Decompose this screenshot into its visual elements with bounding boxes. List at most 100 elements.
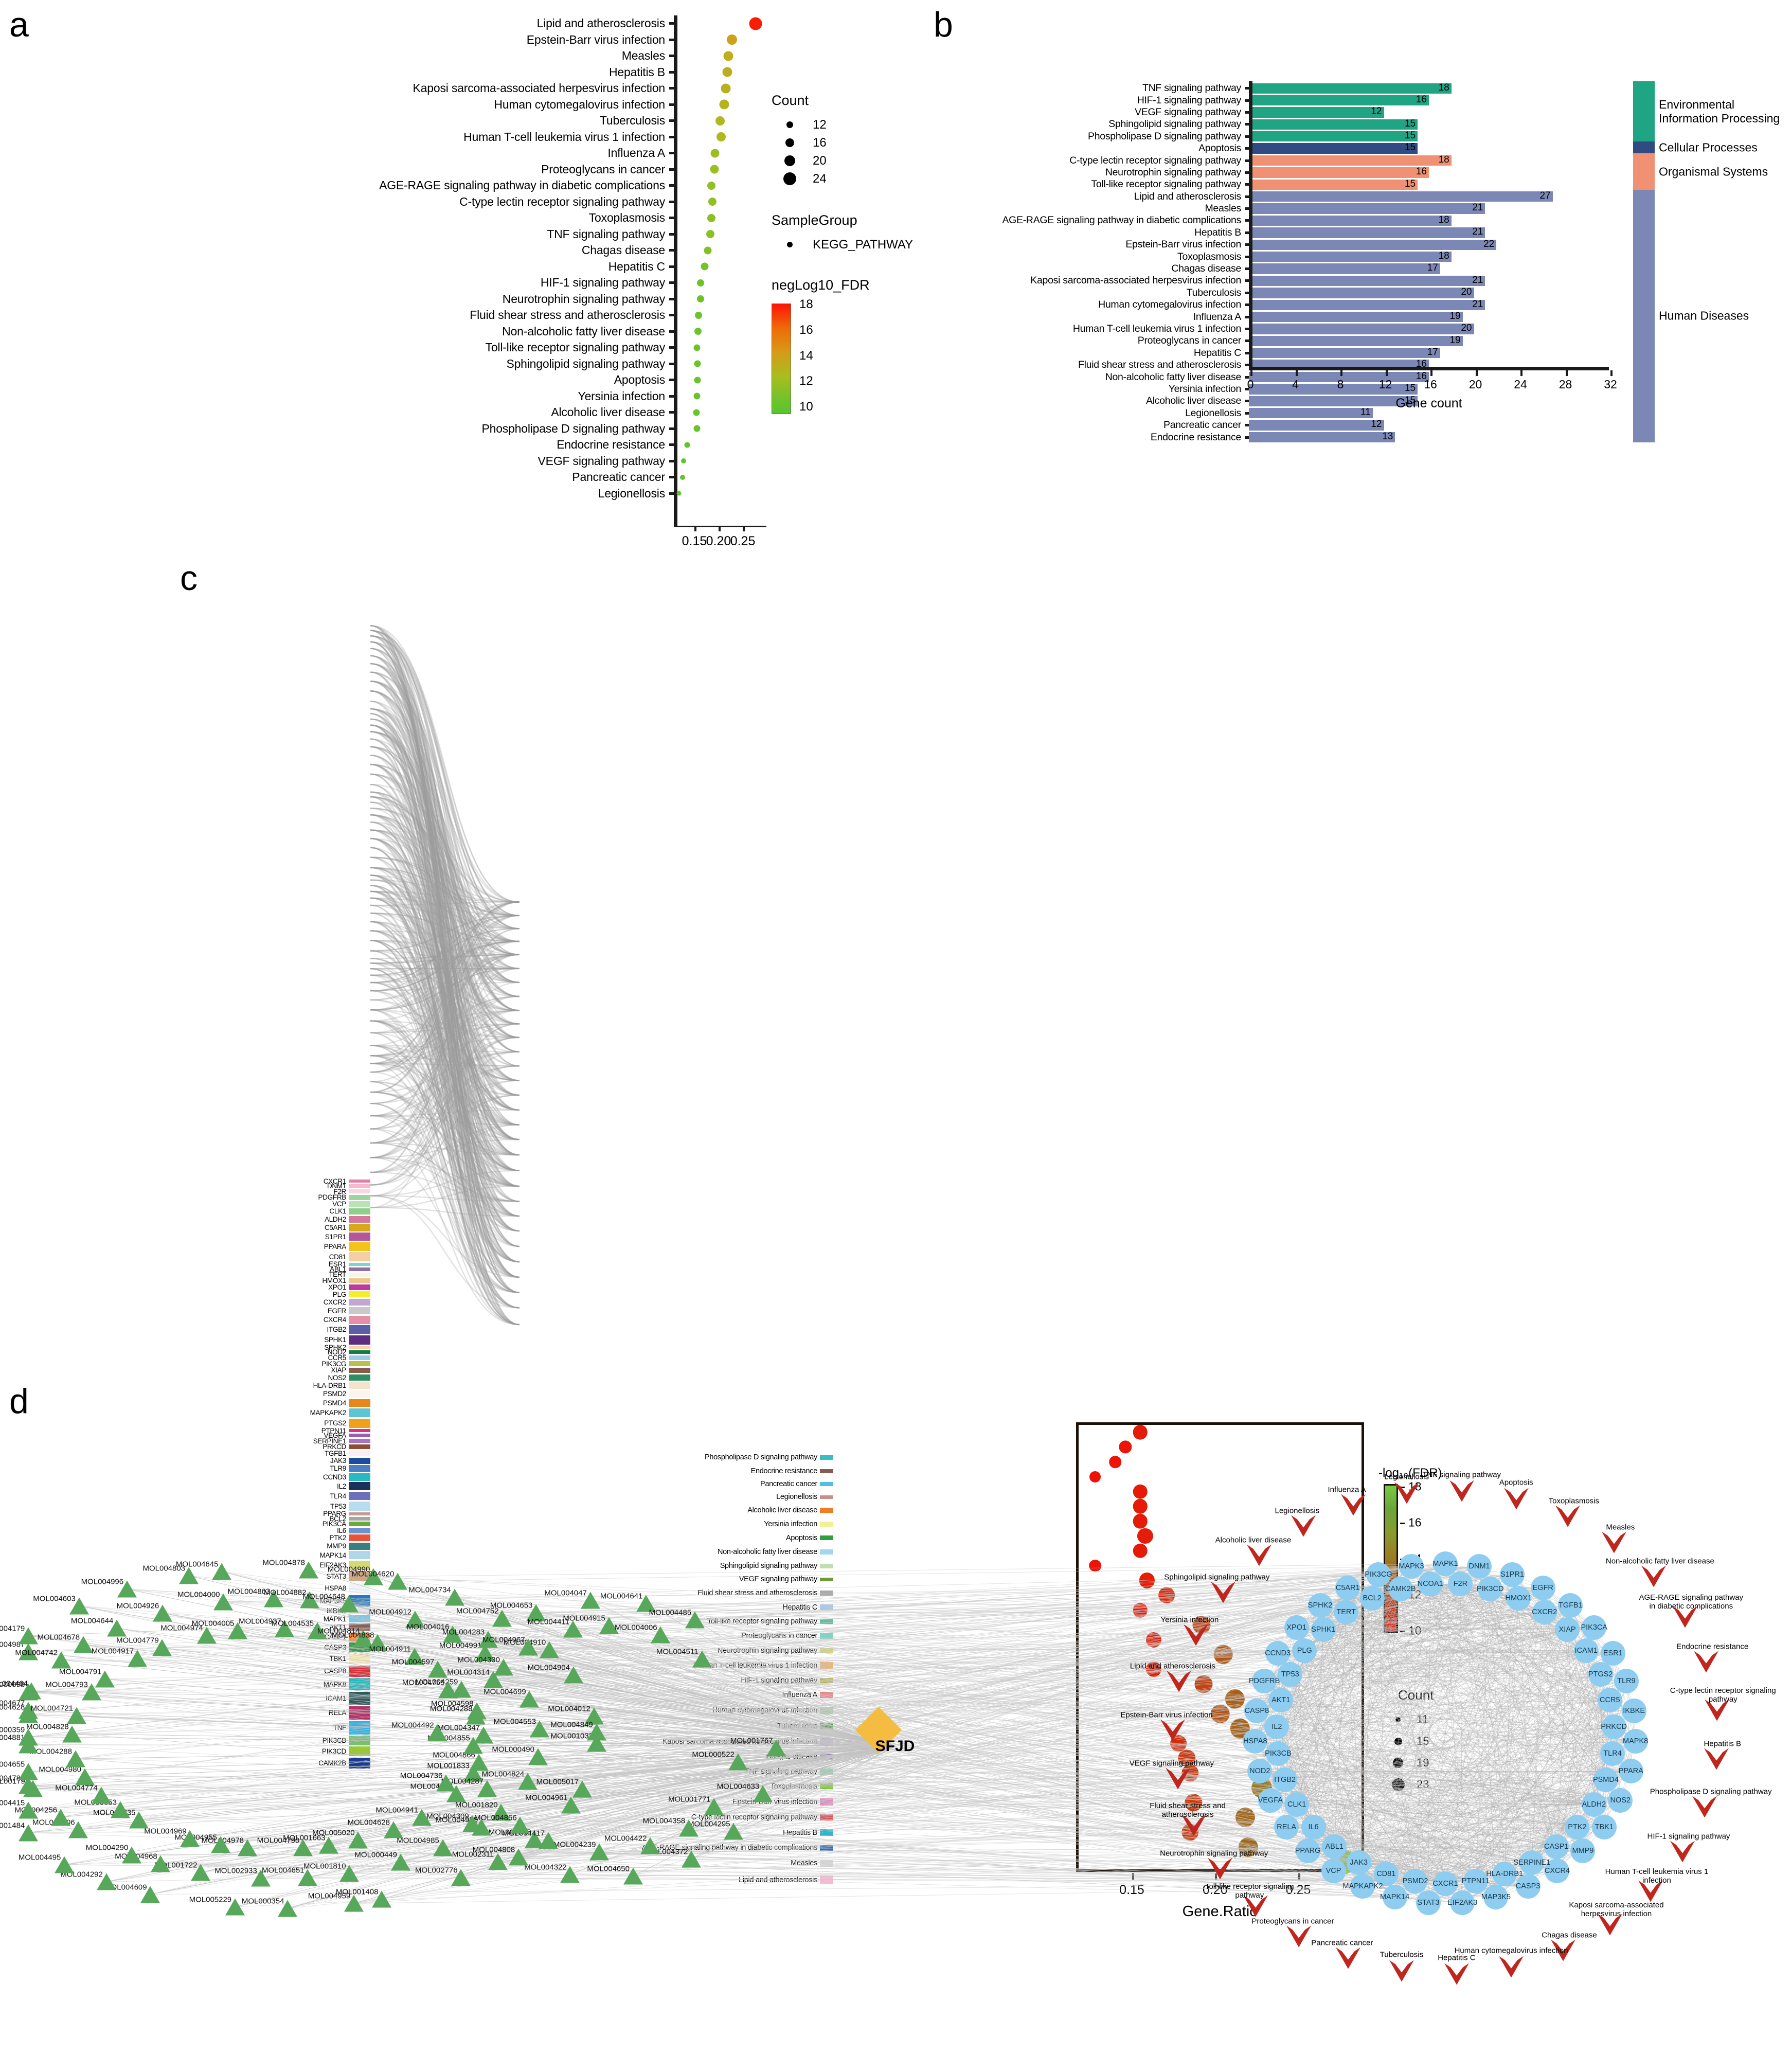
network-compound-node[interactable] [704, 1798, 724, 1815]
network-gene-node[interactable] [1252, 1669, 1277, 1694]
network-compound-node[interactable] [538, 1832, 558, 1849]
network-gene-node[interactable] [1467, 1554, 1492, 1579]
network-compound-node[interactable] [724, 1823, 744, 1840]
network-gene-node[interactable] [1570, 1838, 1596, 1864]
network-gene-node[interactable] [1558, 1593, 1583, 1618]
network-gene-node[interactable] [1608, 1788, 1633, 1813]
network-gene-node[interactable] [1335, 1575, 1360, 1600]
network-pathway-node[interactable] [1166, 1670, 1192, 1696]
network-compound-node[interactable] [95, 1670, 115, 1688]
network-gene-node[interactable] [1382, 1885, 1407, 1910]
network-pathway-node[interactable] [1290, 1514, 1317, 1540]
network-compound-node[interactable] [372, 1890, 392, 1908]
network-compound-node[interactable] [50, 1809, 70, 1826]
network-gene-node[interactable] [1519, 1850, 1545, 1875]
network-compound-node[interactable] [438, 1681, 458, 1699]
network-compound-node[interactable] [427, 1660, 447, 1678]
network-compound-node[interactable] [444, 1588, 464, 1606]
network-gene-node[interactable] [1565, 1815, 1590, 1840]
network-compound-node[interactable] [563, 1666, 583, 1684]
network-gene-node[interactable] [1600, 1640, 1625, 1666]
network-pathway-node[interactable] [1180, 1814, 1207, 1840]
network-gene-node[interactable] [1243, 1728, 1268, 1754]
network-compound-node[interactable] [178, 1567, 199, 1584]
network-compound-node[interactable] [344, 1895, 364, 1912]
network-pathway-node[interactable] [1210, 1580, 1237, 1606]
network-gene-node[interactable] [1433, 1551, 1458, 1576]
network-gene-node[interactable] [1573, 1638, 1599, 1664]
network-compound-node[interactable] [55, 1856, 75, 1873]
network-gene-node[interactable] [1448, 1571, 1473, 1597]
network-compound-node[interactable] [19, 1627, 38, 1645]
network-gene-node[interactable] [1265, 1640, 1291, 1666]
network-compound-node[interactable] [477, 1780, 497, 1797]
network-gene-node[interactable] [1614, 1669, 1639, 1694]
network-compound-node[interactable] [510, 1816, 530, 1833]
network-gene-node[interactable] [1623, 1728, 1648, 1754]
network-gene-node[interactable] [1588, 1662, 1613, 1687]
network-pathway-node[interactable] [1597, 1913, 1623, 1939]
network-gene-node[interactable] [1388, 1576, 1413, 1601]
network-compound-node[interactable] [520, 1690, 540, 1708]
network-gene-node[interactable] [1334, 1599, 1359, 1624]
network-compound-node[interactable] [491, 1803, 511, 1821]
network-pathway-node[interactable] [1703, 1747, 1730, 1773]
network-gene-node[interactable] [1555, 1617, 1580, 1642]
network-gene-node[interactable] [1284, 1615, 1309, 1640]
network-compound-node[interactable] [728, 1753, 748, 1771]
network-gene-node[interactable] [1264, 1714, 1289, 1739]
network-compound-node[interactable] [364, 1568, 384, 1585]
network-pathway-node[interactable] [1554, 1504, 1581, 1530]
network-pathway-node[interactable] [1672, 1605, 1698, 1631]
network-compound-node[interactable] [517, 1773, 538, 1790]
network-gene-node[interactable] [1359, 1585, 1385, 1611]
network-compound-node[interactable] [69, 1597, 89, 1615]
network-compound-node[interactable] [278, 1900, 298, 1917]
network-compound-node[interactable] [584, 1707, 604, 1725]
network-gene-node[interactable] [1600, 1741, 1625, 1766]
network-compound-node[interactable] [488, 1853, 508, 1870]
network-compound-node[interactable] [62, 1725, 82, 1743]
network-compound-node[interactable] [237, 1839, 257, 1856]
network-gene-node[interactable] [1265, 1741, 1291, 1766]
network-compound-node[interactable] [636, 1595, 656, 1612]
network-compound-node[interactable] [19, 1801, 38, 1819]
network-compound-node[interactable] [96, 1873, 116, 1890]
network-gene-node[interactable] [1492, 1862, 1517, 1887]
network-compound-node[interactable] [390, 1853, 410, 1871]
network-pathway-node[interactable] [1183, 1623, 1209, 1649]
network-compound-node[interactable] [623, 1867, 643, 1885]
network-compound-node[interactable] [191, 1864, 211, 1881]
network-compound-node[interactable] [529, 1720, 549, 1738]
network-compound-node[interactable] [275, 1620, 295, 1637]
network-gene-node[interactable] [1593, 1767, 1618, 1793]
network-gene-node[interactable] [1483, 1885, 1509, 1910]
network-compound-node[interactable] [599, 1617, 619, 1634]
network-compound-node[interactable] [51, 1651, 71, 1669]
network-compound-node[interactable] [298, 1561, 318, 1579]
network-gene-node[interactable] [1350, 1874, 1375, 1899]
network-pathway-node[interactable] [1503, 1487, 1530, 1513]
network-gene-node[interactable] [1278, 1662, 1303, 1687]
network-compound-node[interactable] [462, 1815, 482, 1832]
network-gene-node[interactable] [1268, 1688, 1294, 1713]
network-compound-node[interactable] [586, 1723, 606, 1741]
network-compound-node[interactable] [766, 1739, 786, 1757]
network-gene-node[interactable] [1274, 1814, 1299, 1839]
network-compound-node[interactable] [152, 1604, 172, 1622]
network-compound-node[interactable] [19, 1706, 38, 1723]
network-pathway-node[interactable] [1393, 1481, 1420, 1507]
network-gene-node[interactable] [1530, 1575, 1555, 1600]
network-gene-node[interactable] [1292, 1638, 1317, 1664]
network-compound-node[interactable] [427, 1724, 447, 1741]
network-compound-node[interactable] [298, 1869, 318, 1886]
network-compound-node[interactable] [19, 1728, 38, 1746]
network-compound-node[interactable] [436, 1774, 456, 1792]
network-compound-node[interactable] [19, 1824, 38, 1842]
network-compound-node[interactable] [509, 1848, 528, 1866]
network-compound-node[interactable] [307, 1622, 327, 1639]
network-compound-node[interactable] [19, 1643, 38, 1660]
network-compound-node[interactable] [319, 1836, 339, 1854]
network-pathway-node[interactable] [1601, 1531, 1627, 1557]
network-compound-node[interactable] [561, 1796, 581, 1814]
